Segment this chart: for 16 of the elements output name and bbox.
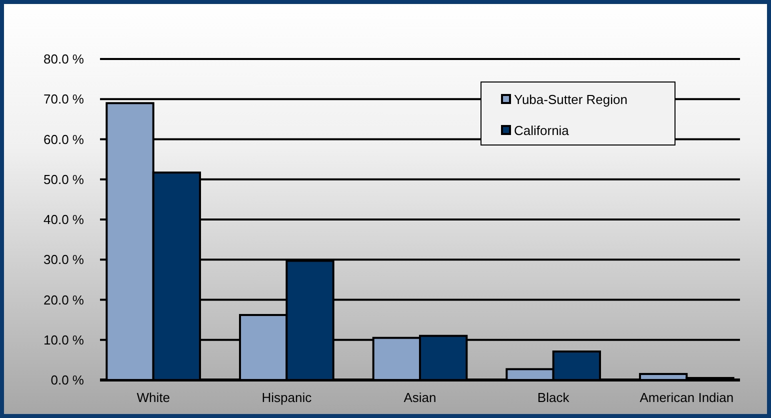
y-tick-label: 40.0 % (44, 212, 84, 228)
x-tick-label: White (136, 390, 170, 405)
y-tick-label: 50.0 % (44, 172, 84, 187)
legend-label: Yuba-Sutter Region (514, 92, 628, 107)
x-tick-label: Black (537, 390, 570, 405)
y-tick-label: 10.0 % (44, 332, 84, 348)
y-tick-label: 30.0 % (44, 252, 84, 268)
y-tick-label: 60.0 % (44, 132, 84, 147)
x-tick-label: Asian (404, 390, 436, 405)
legend-label: California (514, 123, 570, 138)
y-tick-label: 20.0 % (44, 292, 84, 308)
x-tick-label: Hispanic (262, 390, 312, 405)
y-tick-label: 0.0 % (50, 372, 84, 388)
x-tick-label: American Indian (640, 390, 734, 405)
y-tick-label: 80.0 % (44, 52, 84, 67)
y-tick-label: 70.0 % (44, 92, 84, 107)
